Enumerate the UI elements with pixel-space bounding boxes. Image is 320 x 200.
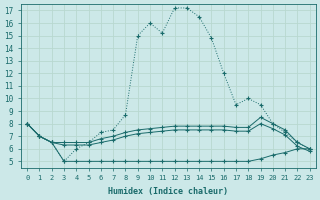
- X-axis label: Humidex (Indice chaleur): Humidex (Indice chaleur): [108, 187, 228, 196]
